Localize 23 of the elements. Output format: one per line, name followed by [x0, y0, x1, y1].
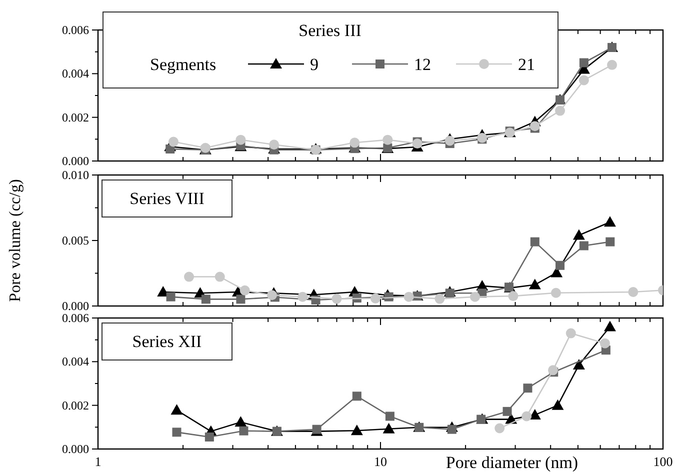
y-tick-label: 0.000 [62, 442, 89, 456]
y-tick-label: 0.000 [62, 299, 89, 313]
y-tick-label: 0.005 [62, 234, 89, 248]
x-tick-label: 100 [653, 454, 673, 469]
y-tick-label: 0.010 [62, 168, 89, 182]
legend-label: 9 [310, 55, 318, 74]
y-tick-label: 0.000 [62, 154, 89, 168]
y-tick-label: 0.006 [62, 23, 89, 37]
y-tick-label: 0.002 [62, 398, 89, 412]
y-axis-title: Pore volume (cc/g) [7, 179, 24, 302]
text: Series XII [132, 332, 202, 351]
x-axis-title: Pore diameter (nm) [446, 453, 578, 472]
y-tick-label: 0.004 [62, 354, 89, 369]
x-tick-label: 1 [94, 454, 102, 469]
y-tick-label: 0.006 [62, 311, 89, 325]
legend-title: Segments [150, 55, 216, 74]
legend-label: 12 [414, 55, 431, 74]
legend-label: 21 [518, 55, 535, 74]
chart-title: Series III [298, 21, 362, 40]
y-tick-label: 0.002 [62, 110, 89, 124]
x-tick-label: 10 [374, 454, 387, 469]
y-tick-label: 0.004 [62, 66, 89, 81]
text: Series VIII [130, 189, 205, 208]
